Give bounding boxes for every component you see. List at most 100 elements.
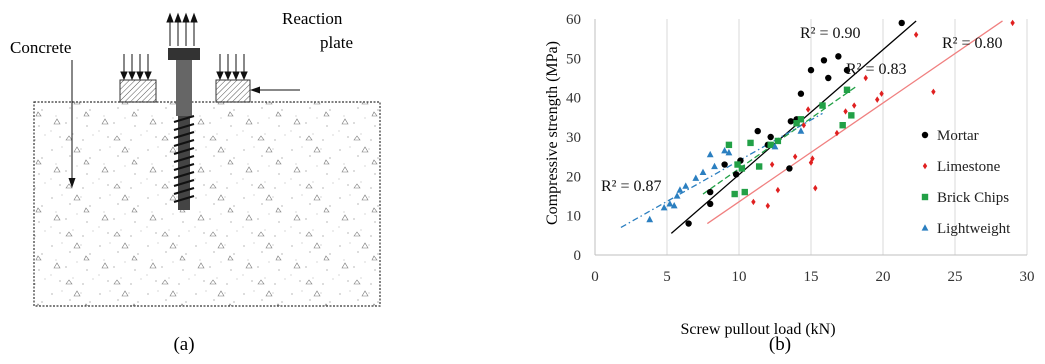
reaction-plate-label-line1: Reaction xyxy=(282,9,343,28)
point-brick-chips xyxy=(819,102,826,109)
point-lightweight xyxy=(682,182,690,189)
point-limestone xyxy=(769,161,775,168)
point-brick-chips xyxy=(843,86,851,93)
grid-lines xyxy=(666,19,1028,255)
data-points xyxy=(646,19,1015,227)
concrete-label: Concrete xyxy=(10,38,71,57)
legend-marker-mortar xyxy=(921,131,929,139)
x-axis-label: Screw pullout load (kN) xyxy=(680,321,835,338)
x-tick-labels: 0 5 10 15 20 25 30 xyxy=(591,269,1034,285)
legend-label-brick-chips: Brick Chips xyxy=(937,190,1009,206)
point-limestone xyxy=(843,108,848,115)
point-limestone xyxy=(801,122,806,129)
screw-head xyxy=(168,48,200,60)
point-mortar xyxy=(787,118,795,125)
point-limestone xyxy=(913,31,919,38)
point-brick-chips xyxy=(738,165,746,172)
point-brick-chips xyxy=(734,161,741,168)
point-mortar xyxy=(807,66,815,74)
point-mortar xyxy=(898,19,905,27)
point-limestone xyxy=(805,106,811,113)
trendline-limestone xyxy=(706,20,1003,225)
x-tick-label: 15 xyxy=(804,269,819,285)
point-mortar xyxy=(820,57,828,64)
point-lightweight xyxy=(676,186,684,193)
point-lightweight xyxy=(711,162,718,170)
point-mortar xyxy=(843,66,851,74)
point-lightweight xyxy=(646,215,654,223)
point-brick-chips xyxy=(793,120,800,127)
r2-label-brick-chips: R² = 0.83 xyxy=(846,61,907,78)
point-lightweight xyxy=(699,168,707,175)
point-mortar xyxy=(707,188,714,196)
reaction-plate-label-line2: plate xyxy=(320,33,353,52)
point-brick-chips xyxy=(755,163,763,170)
point-lightweight xyxy=(706,150,714,158)
point-mortar xyxy=(825,74,832,82)
axes xyxy=(594,19,1027,256)
point-limestone xyxy=(792,153,798,160)
point-limestone xyxy=(931,88,936,95)
point-lightweight xyxy=(797,127,805,134)
point-mortar xyxy=(754,127,761,135)
r2-labels: R² = 0.90 R² = 0.80 R² = 0.83 R² = 0.87 xyxy=(601,25,1003,195)
x-tick-label: 20 xyxy=(876,269,891,285)
point-brick-chips xyxy=(774,137,782,145)
reaction-force-arrows xyxy=(120,54,248,81)
point-lightweight xyxy=(725,148,733,156)
point-lightweight xyxy=(771,143,779,150)
pullout-test-schematic: Concrete Reaction plate (a) xyxy=(10,9,381,355)
x-tick-label: 30 xyxy=(1020,269,1035,285)
point-lightweight xyxy=(721,146,728,154)
legend-marker-limestone xyxy=(922,162,928,170)
legend-marker-brick-chips xyxy=(921,193,929,201)
y-tick-label: 20 xyxy=(566,169,581,185)
point-mortar xyxy=(685,220,692,227)
y-tick-label: 10 xyxy=(566,209,581,225)
x-tick-label: 10 xyxy=(732,269,747,285)
point-brick-chips xyxy=(848,112,855,119)
point-mortar xyxy=(721,161,728,168)
screw-thread xyxy=(173,115,195,210)
trendline-mortar xyxy=(670,20,917,234)
point-mortar xyxy=(767,133,774,141)
y-tick-label: 0 xyxy=(574,248,582,264)
point-lightweight xyxy=(673,192,681,199)
point-lightweight xyxy=(670,202,678,209)
trendline-lightweight xyxy=(620,112,823,229)
r2-label-lightweight: R² = 0.87 xyxy=(601,178,662,195)
point-limestone xyxy=(1010,19,1015,27)
point-limestone xyxy=(834,129,840,137)
point-limestone xyxy=(775,186,781,194)
point-brick-chips xyxy=(731,190,738,198)
point-limestone xyxy=(879,90,884,97)
point-mortar xyxy=(732,171,740,178)
point-limestone xyxy=(813,184,818,192)
point-lightweight xyxy=(660,204,668,211)
point-limestone xyxy=(852,102,857,109)
y-tick-labels: 0 10 20 30 40 50 60 xyxy=(566,12,581,264)
point-brick-chips xyxy=(725,141,733,149)
point-lightweight xyxy=(692,174,700,181)
legend-label-mortar: Mortar xyxy=(937,128,979,144)
x-tick-label: 5 xyxy=(663,269,671,285)
y-tick-label: 50 xyxy=(566,51,581,67)
y-tick-label: 30 xyxy=(566,130,581,146)
point-brick-chips xyxy=(797,116,805,123)
y-axis-label: Compressive strength (MPa) xyxy=(544,41,561,225)
point-limestone xyxy=(765,202,770,210)
reaction-plate-right xyxy=(215,79,251,103)
pullout-force-arrows xyxy=(166,12,198,46)
point-limestone xyxy=(863,74,868,82)
concrete-leader-arrow xyxy=(68,178,76,188)
x-tick-label: 25 xyxy=(948,269,963,285)
point-limestone xyxy=(810,155,815,162)
point-mortar xyxy=(835,53,842,60)
x-tick-label: 0 xyxy=(591,269,599,285)
reaction-plate-leader-arrow xyxy=(250,86,260,94)
point-limestone xyxy=(875,96,880,103)
legend-marker-lightweight xyxy=(921,224,929,231)
